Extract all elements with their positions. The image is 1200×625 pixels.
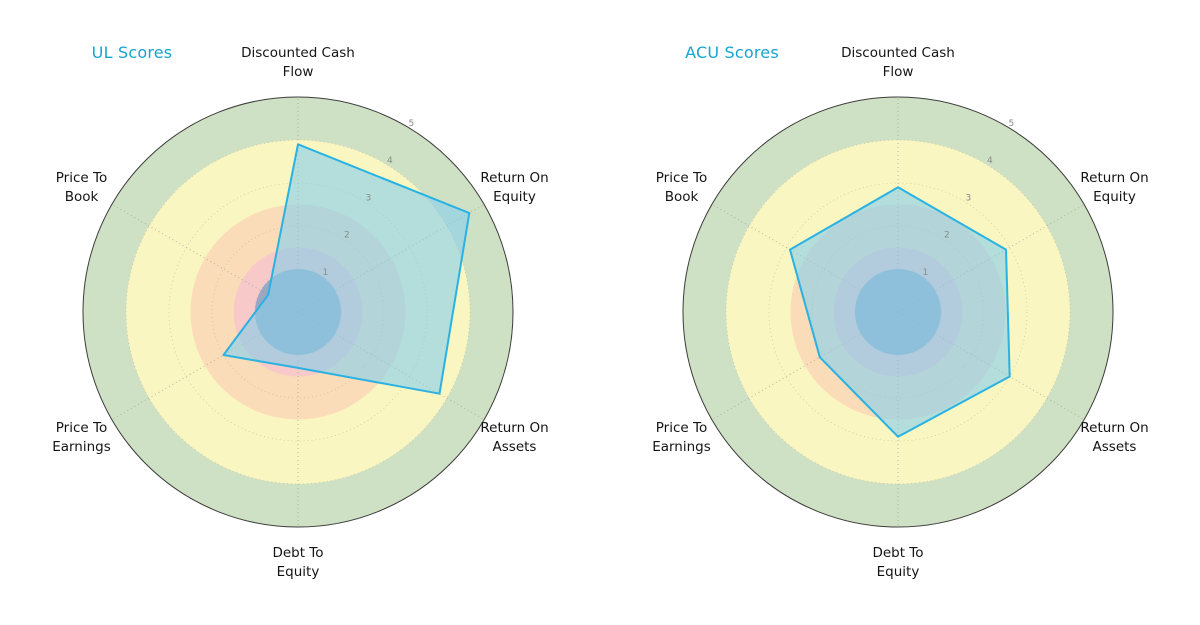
axis-label-price-to-earnings: Price To Earnings	[52, 420, 111, 455]
score-polygon	[789, 186, 1011, 438]
grid-circle	[768, 182, 1028, 442]
radial-tick-label: 5	[409, 119, 415, 129]
radial-tick-label: 4	[387, 156, 393, 166]
axis-label-return-on-assets: Return On Assets	[480, 420, 548, 455]
score-polygon	[222, 143, 471, 395]
axis-label-price-to-book: Price To Book	[56, 170, 107, 205]
radial-tick-label: 5	[1009, 119, 1015, 129]
radial-tick-label: 1	[923, 268, 929, 278]
radial-tick-label: 3	[966, 193, 972, 203]
axis-label-discounted-cash-flow: Discounted Cash Flow	[241, 45, 355, 80]
radial-tick-label: 2	[344, 231, 350, 241]
radial-tick-label: 1	[323, 268, 329, 278]
radar-panel-ul: 1 2 3 4 5 Discounted Cash Flow Return On Equity R…	[52, 43, 548, 580]
radial-tick-label: 4	[987, 156, 993, 166]
grid-circle	[125, 139, 471, 485]
radar-chart-ul: 1 2 3 4 5 Discounted Cash Flow Return On Equity R…	[52, 45, 548, 580]
axis-label-return-on-equity: Return On Equity	[1080, 170, 1148, 205]
chart-title-acu: ACU Scores	[685, 43, 779, 62]
radar-chart-acu: 1 2 3 4 5 Discounted Cash Flow Return On Equity R…	[652, 45, 1148, 580]
axis-label-price-to-earnings: Price To Earnings	[652, 420, 711, 455]
polar-outline	[82, 96, 514, 528]
axis-label-debt-to-equity: Debt To Equity	[872, 545, 923, 580]
radial-tick-label: 3	[366, 193, 372, 203]
radar-panel-acu: 1 2 3 4 5 Discounted Cash Flow Return On Equity R…	[600, 0, 1200, 625]
axis-label-debt-to-equity: Debt To Equity	[272, 545, 323, 580]
axis-label-price-to-book: Price To Book	[656, 170, 707, 205]
axis-label-discounted-cash-flow: Discounted Cash Flow	[841, 45, 955, 80]
axis-label-return-on-assets: Return On Assets	[1080, 420, 1148, 455]
radial-tick-label: 2	[944, 231, 950, 241]
chart-title-ul: UL Scores	[91, 43, 173, 62]
grid-circle	[725, 139, 1071, 485]
axis-label-return-on-equity: Return On Equity	[480, 170, 548, 205]
polar-outline	[682, 96, 1114, 528]
